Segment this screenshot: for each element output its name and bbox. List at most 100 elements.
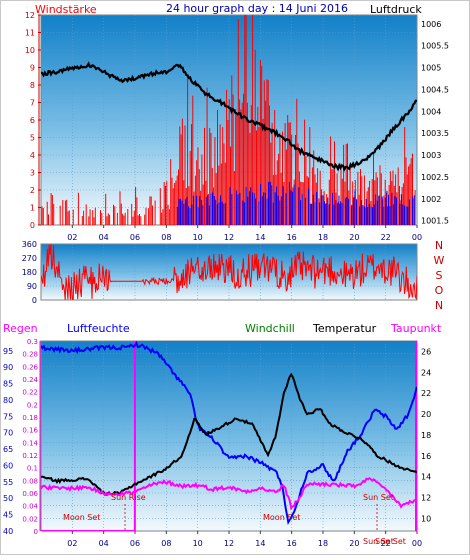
pressure-tick-label: 1003.5 [421, 129, 449, 138]
pressure-tick-label: 1004 [421, 107, 441, 116]
temperature-humidity-series [41, 341, 417, 531]
wind-tick-label: 2 [30, 186, 35, 195]
rain-tick-label: 0.16 [22, 427, 38, 435]
humidity-tick-label: 45 [3, 511, 13, 520]
temperature-tick-label: 14 [421, 473, 431, 482]
rain-line [41, 341, 417, 531]
pressure-axis-title: Luftdruck [370, 3, 422, 16]
wind-tick-label: 3 [30, 169, 35, 178]
rain-tick-label: 0.08 [22, 477, 38, 485]
astro-annotation: Sun Set [363, 537, 394, 546]
compass-label: W [434, 254, 445, 267]
wind-tick-label: 9 [30, 64, 35, 73]
x-tick-label: 06 [130, 233, 140, 242]
legend-temperature: Temperatur [312, 322, 377, 335]
humidity-line [41, 341, 417, 526]
page-title: 24 hour graph day : 14 Juni 2016 [166, 2, 348, 15]
legend-dewpoint: Taupunkt [390, 322, 442, 335]
pressure-tick-label: 1002.5 [421, 173, 449, 182]
wind-pressure-series [41, 15, 417, 225]
rain-tick-label: 0.1 [27, 465, 38, 473]
temperature-tick-label: 24 [421, 368, 431, 377]
wind-tick-label: 0 [30, 221, 35, 230]
pressure-tick-label: 1006 [421, 20, 441, 29]
humidity-tick-label: 85 [3, 380, 13, 389]
rain-tick-label: 0.06 [22, 490, 38, 498]
wind-tick-label: 7 [30, 99, 35, 108]
humidity-tick-label: 80 [3, 396, 13, 405]
pressure-line [41, 61, 417, 172]
x-tick-label: 14 [255, 539, 265, 548]
rain-tick-label: 0.18 [22, 414, 38, 422]
rain-tick-label: 0.14 [22, 439, 38, 447]
x-tick-label: 16 [287, 233, 297, 242]
axes-and-ticks: 01234567891011121001.510021002.510031003… [3, 11, 449, 548]
humidity-tick-label: 60 [3, 461, 13, 470]
x-tick-label: 04 [99, 233, 109, 242]
x-tick-label: 22 [381, 539, 391, 548]
wind-tick-label: 4 [30, 151, 35, 160]
pressure-tick-label: 1001.5 [421, 217, 449, 226]
temperature-tick-label: 26 [421, 347, 431, 356]
temperature-tick-label: 18 [421, 431, 431, 440]
humidity-tick-label: 75 [3, 412, 13, 421]
x-tick-label: 08 [161, 539, 171, 548]
humidity-tick-label: 65 [3, 445, 13, 454]
x-tick-label: 20 [349, 539, 359, 548]
wind-tick-label: 1 [30, 204, 35, 213]
temperature-tick-label: 20 [421, 410, 431, 419]
rain-tick-label: 0.24 [22, 376, 38, 384]
x-tick-label: 06 [130, 539, 140, 548]
rain-tick-label: 0.28 [22, 351, 38, 359]
rain-tick-label: 0 [34, 528, 38, 536]
direction-tick-label: 360 [22, 240, 37, 249]
x-tick-label: 04 [99, 539, 109, 548]
pressure-tick-label: 1003 [421, 151, 441, 160]
x-tick-label: 12 [224, 233, 234, 242]
humidity-tick-label: 90 [3, 363, 13, 372]
x-tick-label: 14 [255, 233, 265, 242]
wind-tick-label: 10 [25, 46, 35, 55]
wind-tick-label: 8 [30, 81, 35, 90]
x-tick-label: 22 [381, 233, 391, 242]
rain-tick-label: 0.22 [22, 389, 38, 397]
rain-tick-label: 0.04 [22, 503, 38, 511]
temperature-tick-label: 16 [421, 452, 431, 461]
wind-tick-label: 6 [30, 116, 35, 125]
temperature-tick-label: 10 [421, 514, 431, 523]
humidity-tick-label: 50 [3, 494, 13, 503]
wind-tick-label: 5 [30, 134, 35, 143]
rain-tick-label: 0.26 [22, 363, 38, 371]
legend-rain: Regen [3, 322, 38, 335]
x-tick-label: 16 [287, 539, 297, 548]
compass-label: N [435, 299, 443, 312]
compass-label: S [436, 269, 443, 282]
wind-axis-title: Windstärke [35, 3, 97, 16]
legend-windchill: Windchill [245, 322, 295, 335]
temperature-tick-label: 12 [421, 494, 431, 503]
x-tick-label: 20 [349, 233, 359, 242]
wind-direction-line [41, 244, 417, 300]
x-tick-label: 08 [161, 233, 171, 242]
direction-tick-label: 90 [27, 282, 37, 291]
astro-annotation: Sun Set [363, 493, 394, 502]
compass-label: O [435, 284, 444, 297]
pressure-tick-label: 1005.5 [421, 42, 449, 51]
astro-annotation: Moon Set [263, 513, 300, 522]
rain-tick-label: 0.02 [22, 515, 38, 523]
direction-tick-label: 0 [32, 296, 37, 305]
humidity-tick-label: 70 [3, 429, 13, 438]
x-tick-label: 10 [193, 539, 203, 548]
x-tick-label: 00 [412, 539, 422, 548]
x-tick-label: 18 [318, 539, 328, 548]
astro-annotation: Sun Rise [111, 493, 146, 502]
temperature-tick-label: 22 [421, 389, 431, 398]
x-tick-label: 00 [412, 233, 422, 242]
rain-tick-label: 0.12 [22, 452, 38, 460]
humidity-tick-label: 95 [3, 347, 13, 356]
direction-tick-label: 270 [22, 254, 37, 263]
pressure-tick-label: 1002 [421, 195, 441, 204]
rain-tick-label: 0.3 [27, 338, 38, 346]
compass-label: N [435, 239, 443, 252]
wind-tick-label: 11 [25, 29, 35, 38]
